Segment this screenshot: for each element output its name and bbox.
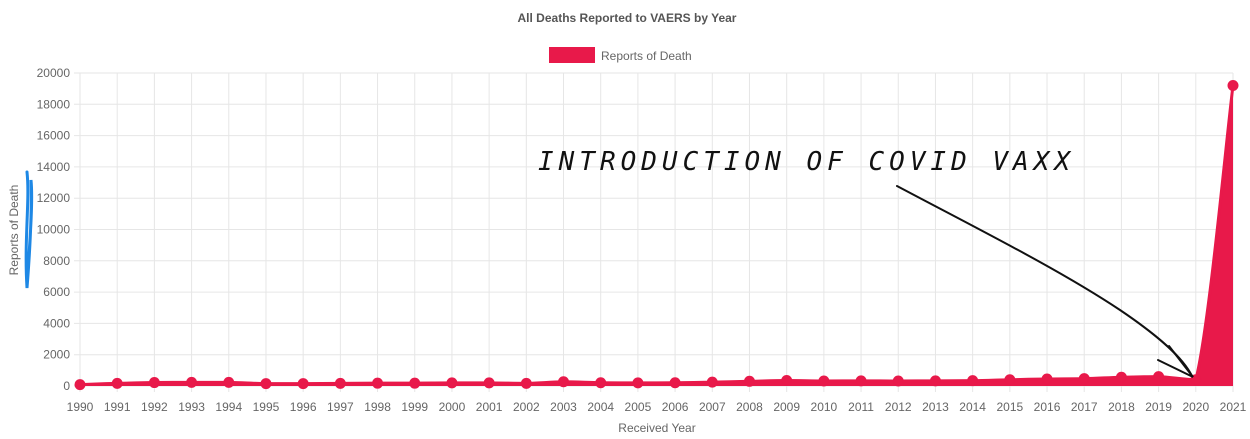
data-point-1994[interactable] — [223, 376, 235, 388]
grid-lines — [74, 72, 1234, 392]
y-tick-label: 0 — [63, 379, 70, 393]
data-point-2018[interactable] — [1115, 371, 1127, 383]
x-tick-label: 2000 — [439, 400, 466, 414]
annotation-text: INTRODUCTION OF COVID VAXX — [538, 147, 1075, 177]
data-point-2006[interactable] — [669, 377, 681, 389]
data-point-2013[interactable] — [929, 375, 941, 387]
x-tick-label: 2001 — [476, 400, 503, 414]
y-tick-label: 20000 — [37, 66, 71, 80]
x-tick-label: 2017 — [1071, 400, 1098, 414]
data-point-2009[interactable] — [781, 375, 793, 387]
series-line — [79, 85, 1235, 387]
x-tick-label: 2018 — [1108, 400, 1135, 414]
x-tick-label: 1996 — [290, 400, 317, 414]
x-tick-label: 2014 — [959, 400, 986, 414]
data-point-2003[interactable] — [558, 376, 570, 388]
x-tick-label: 2004 — [587, 400, 614, 414]
x-tick-label: 1994 — [215, 400, 242, 414]
series-area — [80, 85, 1233, 387]
series-reports-of-death — [74, 80, 1239, 391]
y-axis-title: Reports of Death — [7, 185, 21, 276]
data-point-2001[interactable] — [483, 377, 495, 389]
data-point-1996[interactable] — [297, 378, 309, 390]
data-point-2002[interactable] — [520, 377, 532, 389]
data-point-2008[interactable] — [743, 375, 755, 387]
y-tick-label: 16000 — [37, 129, 71, 143]
data-point-2021[interactable] — [1227, 80, 1239, 92]
data-point-2012[interactable] — [892, 375, 904, 387]
y-tick-label: 4000 — [43, 316, 70, 330]
x-tick-label: 1991 — [104, 400, 131, 414]
y-tick-label: 12000 — [37, 191, 71, 205]
data-point-2011[interactable] — [855, 375, 867, 387]
x-tick-label: 2008 — [736, 400, 763, 414]
x-axis-ticks: 1990 1991 1992 1993 1994 1995 1996 1997 1998 1999… — [67, 400, 1247, 414]
data-point-1992[interactable] — [148, 377, 160, 389]
data-point-1997[interactable] — [334, 377, 346, 389]
y-tick-label: 2000 — [43, 348, 70, 362]
x-tick-label: 1998 — [364, 400, 391, 414]
y-tick-label: 10000 — [37, 223, 71, 237]
blue-scribble — [24, 170, 34, 289]
data-point-1998[interactable] — [372, 377, 384, 389]
y-tick-label: 14000 — [37, 160, 71, 174]
data-point-2007[interactable] — [706, 376, 718, 388]
data-point-2017[interactable] — [1078, 373, 1090, 385]
x-tick-label: 2009 — [773, 400, 800, 414]
x-tick-label: 1993 — [178, 400, 205, 414]
data-point-1993[interactable] — [186, 376, 198, 388]
y-tick-label: 8000 — [43, 254, 70, 268]
x-tick-label: 2021 — [1220, 400, 1247, 414]
x-tick-label: 2003 — [550, 400, 577, 414]
chart-title: All Deaths Reported to VAERS by Year — [518, 11, 737, 25]
data-point-2019[interactable] — [1153, 371, 1165, 383]
x-axis-title: Received Year — [618, 421, 695, 434]
legend-label: Reports of Death — [601, 49, 692, 63]
data-point-1990[interactable] — [74, 379, 86, 391]
x-tick-label: 2016 — [1034, 400, 1061, 414]
x-tick-label: 2020 — [1182, 400, 1209, 414]
y-tick-label: 18000 — [37, 97, 71, 111]
data-point-2015[interactable] — [1004, 374, 1016, 386]
data-point-1999[interactable] — [409, 377, 421, 389]
legend[interactable]: Reports of Death — [549, 47, 692, 63]
x-tick-label: 2007 — [699, 400, 726, 414]
x-tick-label: 1997 — [327, 400, 354, 414]
y-tick-label: 6000 — [43, 285, 70, 299]
data-point-2005[interactable] — [632, 377, 644, 389]
data-point-2000[interactable] — [446, 377, 458, 389]
data-point-1991[interactable] — [111, 377, 123, 389]
data-point-2004[interactable] — [595, 377, 607, 389]
x-tick-label: 2010 — [811, 400, 838, 414]
x-tick-label: 1990 — [67, 400, 94, 414]
x-tick-label: 2011 — [848, 400, 874, 414]
x-tick-label: 1999 — [401, 400, 428, 414]
annotation-arrow — [896, 185, 1194, 378]
x-tick-label: 2013 — [922, 400, 949, 414]
legend-swatch — [549, 47, 595, 63]
data-point-2014[interactable] — [967, 375, 979, 387]
x-tick-label: 1995 — [253, 400, 280, 414]
x-tick-label: 2005 — [625, 400, 652, 414]
x-tick-label: 1992 — [141, 400, 168, 414]
data-point-2010[interactable] — [818, 375, 830, 387]
x-tick-label: 2019 — [1145, 400, 1172, 414]
data-point-2020[interactable] — [1190, 374, 1202, 386]
x-tick-label: 2015 — [996, 400, 1023, 414]
x-tick-label: 2012 — [885, 400, 912, 414]
x-tick-label: 2006 — [662, 400, 689, 414]
data-point-1995[interactable] — [260, 378, 272, 390]
data-point-2016[interactable] — [1041, 373, 1053, 385]
x-tick-label: 2002 — [513, 400, 540, 414]
y-axis-ticks: 0 2000 4000 6000 8000 10000 12000 14000 16000 180… — [37, 66, 71, 393]
